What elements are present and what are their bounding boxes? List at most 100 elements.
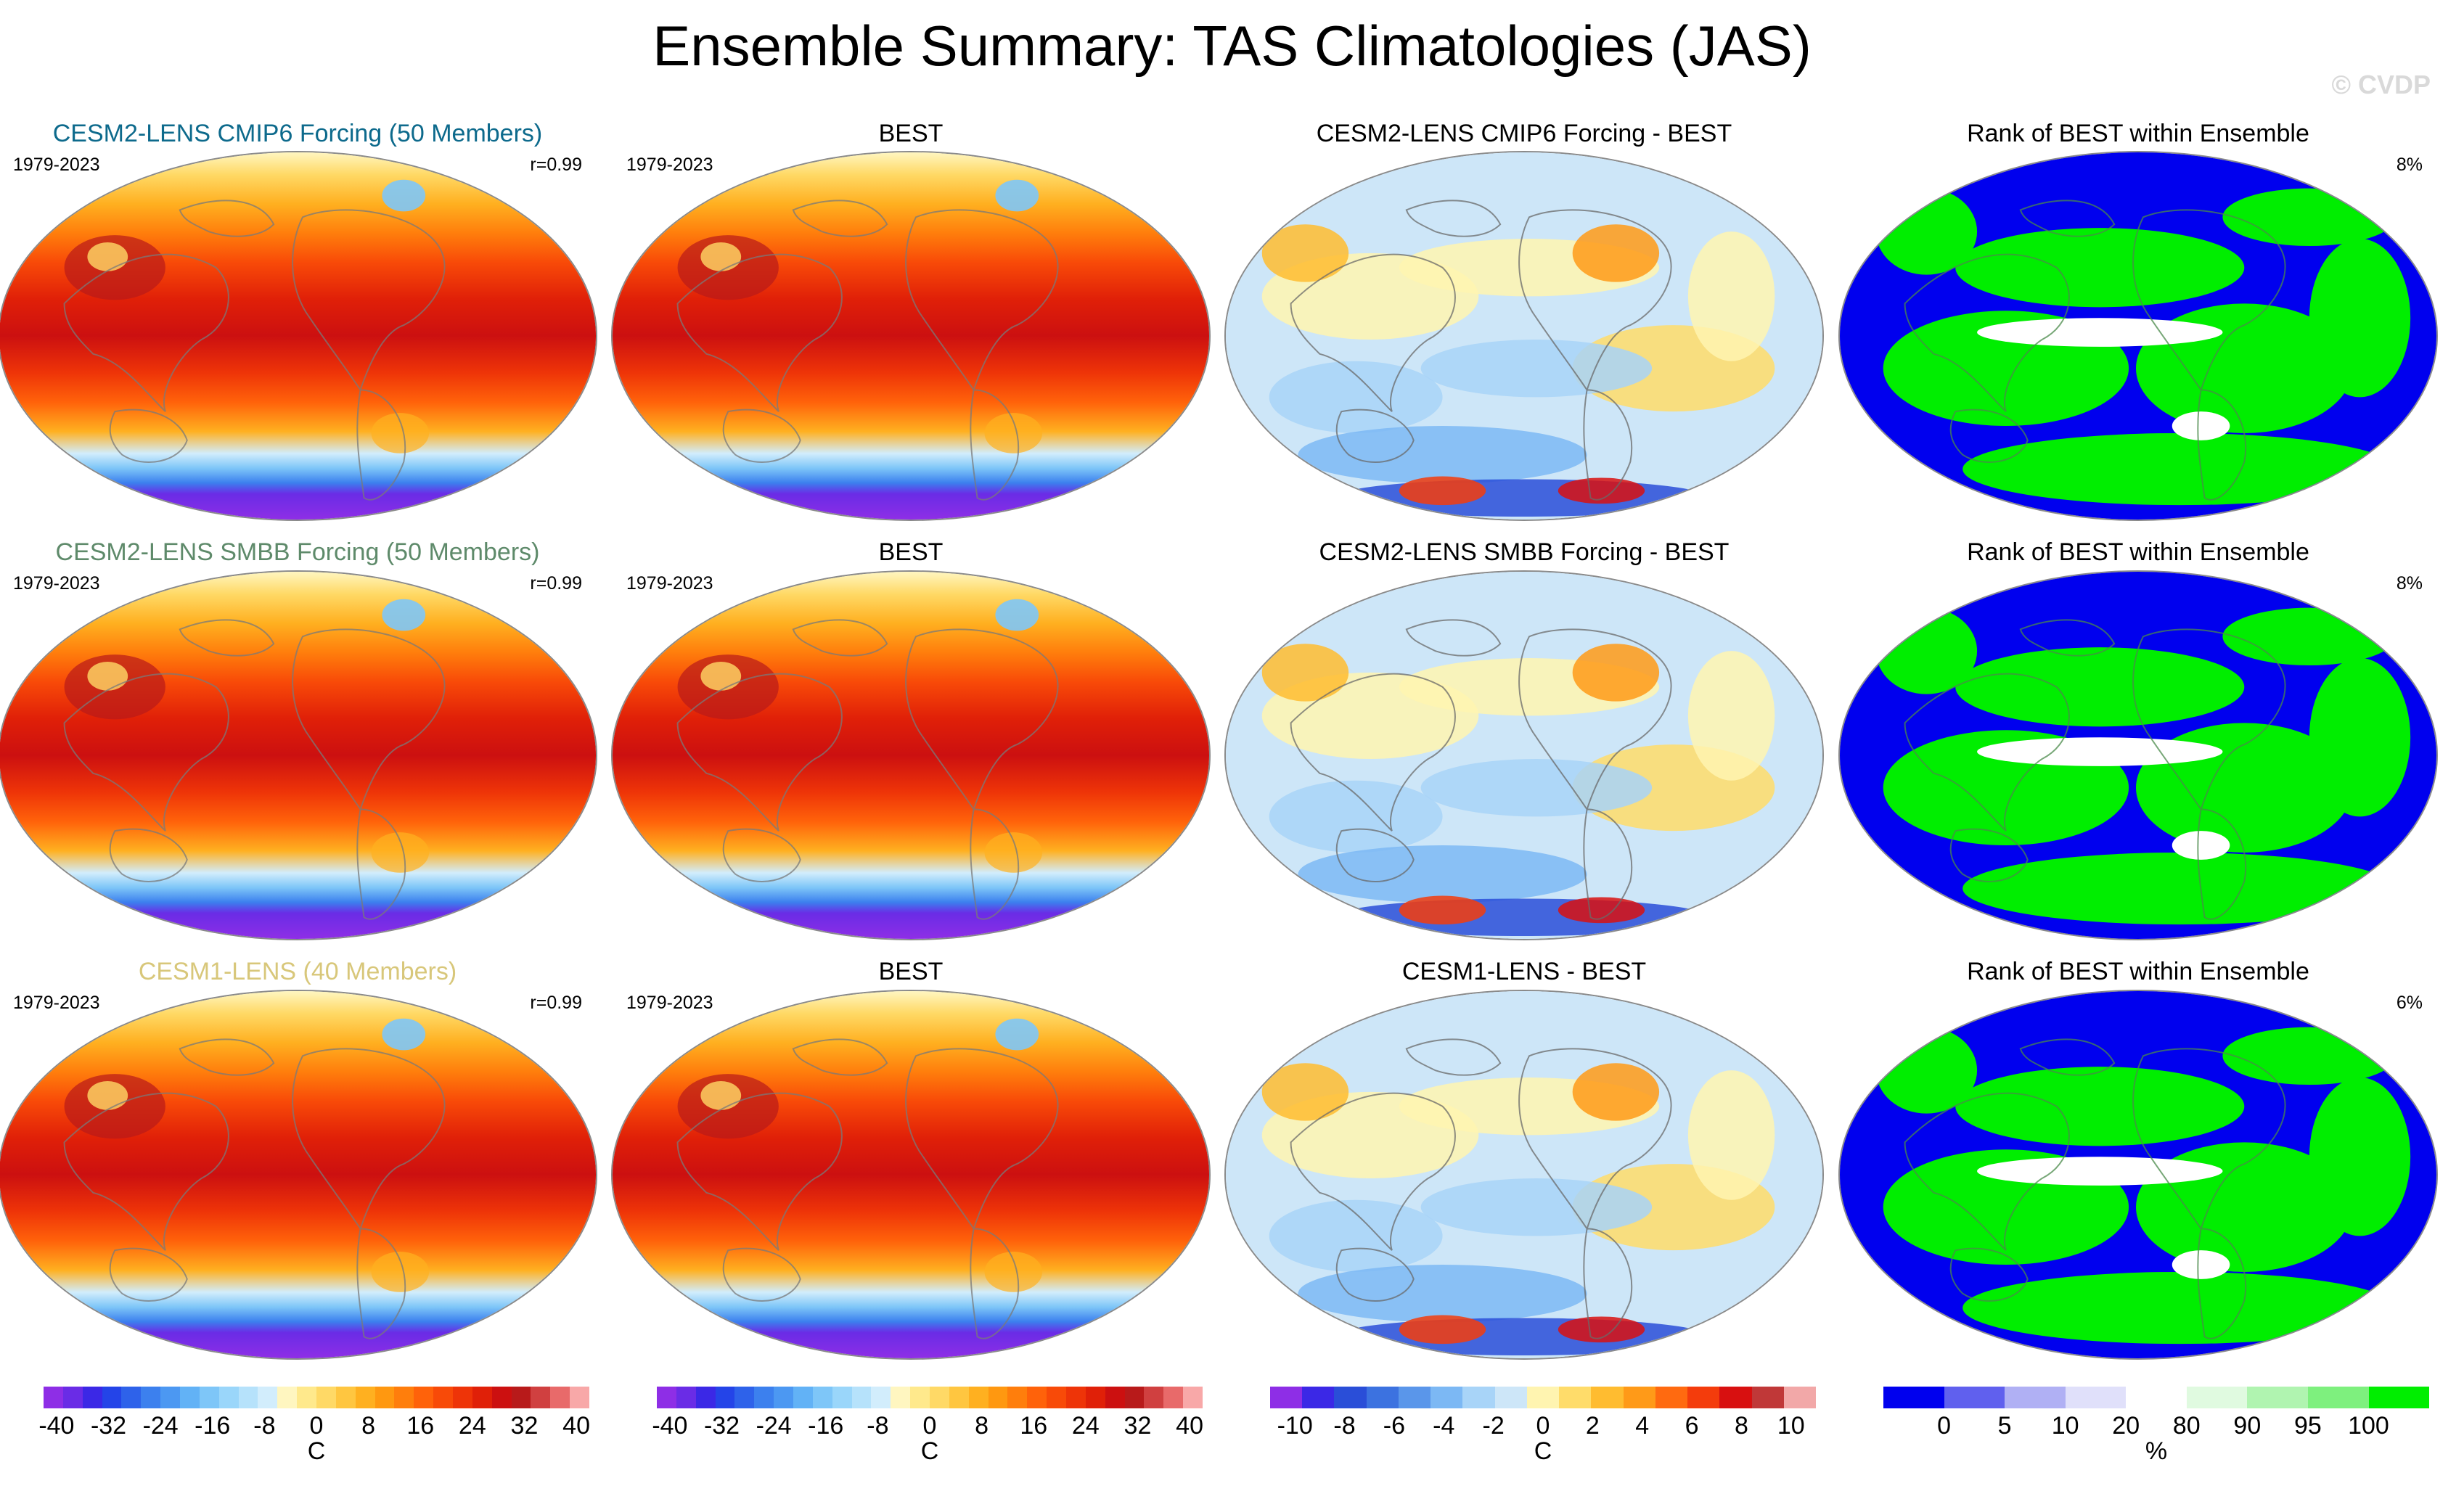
- colorbar-tick-label: 0: [1536, 1412, 1550, 1440]
- colorbar: [44, 1387, 590, 1408]
- colorbar-tick-label: 24: [458, 1412, 486, 1440]
- colorbar-cell: [774, 1387, 794, 1408]
- colorbar-cell: [832, 1387, 852, 1408]
- colorbar-tick-label: 24: [1071, 1412, 1100, 1440]
- colorbar-cell: [715, 1387, 735, 1408]
- colorbar-cell: [1085, 1387, 1105, 1408]
- map-field: [1226, 152, 1822, 520]
- colorbar-cell: [1302, 1387, 1335, 1408]
- map-panel: [611, 990, 1211, 1360]
- colorbar-cell: [657, 1387, 676, 1408]
- colorbar-cell: [1719, 1387, 1752, 1408]
- colorbar-cell: [160, 1387, 181, 1408]
- colorbar-cell: [258, 1387, 278, 1408]
- colorbar-cell: [851, 1387, 872, 1408]
- figure-title: Ensemble Summary: TAS Climatologies (JAS…: [652, 14, 1812, 78]
- panel-title: CESM1-LENS - BEST: [1401, 958, 1647, 985]
- colorbar-cell: [433, 1387, 454, 1408]
- panel-title: BEST: [878, 538, 944, 566]
- colorbar-cell: [1430, 1387, 1463, 1408]
- colorbar-cell: [1623, 1387, 1655, 1408]
- colorbar-tick-label: 40: [1176, 1412, 1204, 1440]
- colorbar-tick-label: 4: [1635, 1412, 1650, 1440]
- colorbar-tick-label: 5: [1997, 1412, 2012, 1440]
- colorbar-cell: [910, 1387, 930, 1408]
- colorbar-cell: [1066, 1387, 1086, 1408]
- map-field: [1840, 991, 2436, 1358]
- colorbar-cell: [734, 1387, 755, 1408]
- colorbar-cell: [1270, 1387, 1303, 1408]
- map-field: [0, 152, 596, 520]
- panel-title: BEST: [878, 120, 944, 147]
- colorbar-cell: [355, 1387, 375, 1408]
- panel-title: BEST: [878, 958, 944, 985]
- colorbar-tick-label: -2: [1482, 1412, 1505, 1440]
- colorbar-cell: [871, 1387, 891, 1408]
- colorbar-cell: [930, 1387, 949, 1408]
- colorbar-cell: [394, 1387, 414, 1408]
- map-panel: [1224, 151, 1824, 521]
- colorbar-cell: [277, 1387, 298, 1408]
- colorbar-unit-label: C: [1534, 1437, 1552, 1465]
- map-field: [1226, 572, 1822, 939]
- map-field: [1840, 152, 2436, 520]
- colorbar-tick-label: -10: [1277, 1412, 1313, 1440]
- colorbar-cell: [2247, 1387, 2308, 1408]
- panel-title: Rank of BEST within Ensemble: [1967, 120, 2309, 147]
- colorbar-tick-label: -4: [1433, 1412, 1455, 1440]
- colorbar-cell: [1163, 1387, 1184, 1408]
- map-panel: [0, 570, 597, 940]
- colorbar-tick-label: 20: [2112, 1412, 2140, 1440]
- colorbar-cell: [82, 1387, 102, 1408]
- colorbar-tick-label: 16: [406, 1412, 435, 1440]
- map-field: [0, 572, 596, 939]
- colorbar-cell: [988, 1387, 1008, 1408]
- colorbar-cell: [218, 1387, 239, 1408]
- colorbar: [1883, 1387, 2430, 1408]
- colorbar-tick-label: 90: [2233, 1412, 2262, 1440]
- map-panel: [1224, 990, 1824, 1360]
- colorbar-cell: [2126, 1387, 2187, 1408]
- colorbar-tick-label: -24: [142, 1412, 179, 1440]
- colorbar: [657, 1387, 1203, 1408]
- colorbar-cell: [374, 1387, 395, 1408]
- colorbar-cell: [199, 1387, 219, 1408]
- colorbar-tick-label: -8: [867, 1412, 889, 1440]
- colorbar-cell: [1105, 1387, 1125, 1408]
- panel-title: CESM2-LENS SMBB Forcing (50 Members): [55, 538, 540, 566]
- colorbar-cell: [180, 1387, 200, 1408]
- colorbar-cell: [1559, 1387, 1592, 1408]
- colorbar-cell: [1027, 1387, 1047, 1408]
- colorbar-tick-label: -16: [808, 1412, 844, 1440]
- colorbar-cell: [531, 1387, 551, 1408]
- map-panel: [1838, 151, 2438, 521]
- colorbar-cell: [891, 1387, 911, 1408]
- colorbar-cell: [141, 1387, 161, 1408]
- colorbar-tick-label: 0: [1937, 1412, 1952, 1440]
- colorbar-tick-label: 0: [309, 1412, 324, 1440]
- colorbar-cell: [1526, 1387, 1560, 1408]
- colorbar-unit-label: C: [307, 1437, 326, 1465]
- colorbar-cell: [1783, 1387, 1816, 1408]
- map-panel: [611, 570, 1211, 940]
- colorbar-tick-label: 32: [1123, 1412, 1152, 1440]
- map-panel: [1838, 990, 2438, 1360]
- colorbar-cell: [1462, 1387, 1495, 1408]
- panel-title: Rank of BEST within Ensemble: [1967, 538, 2309, 566]
- map-field: [1840, 572, 2436, 939]
- colorbar-tick-label: 80: [2172, 1412, 2201, 1440]
- panel-title: CESM2-LENS CMIP6 Forcing - BEST: [1316, 120, 1732, 147]
- colorbar-cell: [754, 1387, 774, 1408]
- colorbar-cell: [550, 1387, 570, 1408]
- colorbar-cell: [238, 1387, 258, 1408]
- colorbar-cell: [511, 1387, 531, 1408]
- copyright-label: © CVDP: [2331, 70, 2431, 99]
- colorbar-cell: [2368, 1387, 2430, 1408]
- colorbar-cell: [102, 1387, 122, 1408]
- map-panel: [1224, 570, 1824, 940]
- colorbar-tick-label: 2: [1585, 1412, 1600, 1440]
- map-panel: [1838, 570, 2438, 940]
- colorbar-cell: [949, 1387, 969, 1408]
- map-panel: [0, 151, 597, 521]
- map-field: [613, 991, 1209, 1358]
